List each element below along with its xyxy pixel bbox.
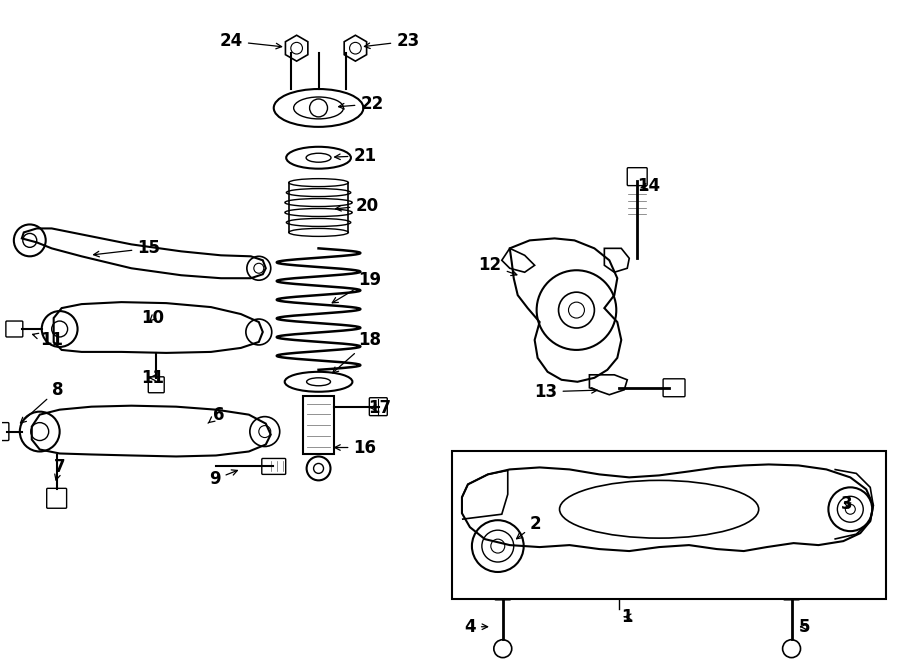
Text: 22: 22: [338, 95, 383, 113]
Text: 10: 10: [141, 309, 165, 327]
FancyBboxPatch shape: [262, 459, 285, 475]
FancyBboxPatch shape: [663, 379, 685, 397]
FancyBboxPatch shape: [627, 168, 647, 186]
Text: 15: 15: [94, 239, 160, 257]
FancyBboxPatch shape: [369, 398, 387, 416]
Text: 4: 4: [464, 618, 488, 636]
Text: 1: 1: [621, 608, 633, 626]
Text: 17: 17: [368, 399, 392, 416]
Bar: [302, 396, 335, 455]
Text: 21: 21: [335, 147, 376, 165]
Text: 20: 20: [336, 196, 379, 215]
Text: 9: 9: [209, 470, 238, 488]
Text: 6: 6: [208, 406, 224, 424]
FancyBboxPatch shape: [6, 321, 23, 337]
Text: 3: 3: [842, 495, 853, 514]
Text: 13: 13: [535, 383, 598, 401]
Text: 11: 11: [32, 331, 63, 349]
Text: 16: 16: [335, 438, 376, 457]
Text: 5: 5: [798, 618, 810, 636]
FancyBboxPatch shape: [495, 584, 510, 600]
Text: 2: 2: [517, 515, 541, 539]
FancyBboxPatch shape: [784, 584, 799, 600]
Text: 11: 11: [141, 369, 165, 387]
Text: 19: 19: [332, 271, 382, 303]
FancyBboxPatch shape: [0, 422, 9, 440]
Text: 18: 18: [333, 331, 382, 373]
Bar: [452, 451, 886, 599]
Text: 7: 7: [54, 459, 66, 480]
FancyBboxPatch shape: [47, 488, 67, 508]
Text: 24: 24: [220, 32, 282, 50]
Text: 12: 12: [479, 256, 517, 276]
Text: 14: 14: [637, 176, 661, 194]
Text: 8: 8: [21, 381, 63, 423]
Text: 23: 23: [364, 32, 419, 50]
FancyBboxPatch shape: [148, 377, 164, 393]
